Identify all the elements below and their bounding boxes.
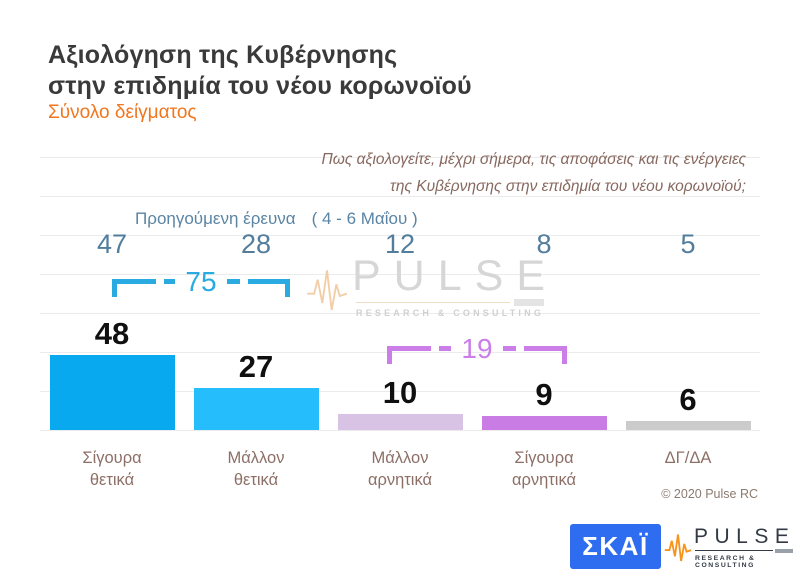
positive-sum-value: 75 (185, 266, 217, 297)
bar-column: 10 (328, 377, 472, 430)
copyright: © 2020 Pulse RC (661, 487, 758, 501)
previous-survey-label: Προηγούμενη έρευνα ( 4 - 6 Μαΐου ) (135, 209, 418, 229)
skai-logo-text: ΣΚΑΪ (582, 531, 649, 561)
bar-value-label: 9 (535, 376, 553, 412)
bar-column: 27 (184, 348, 328, 430)
bracket-dash (143, 279, 176, 284)
previous-value: 28 (240, 229, 272, 259)
pulse-waveform-icon (664, 534, 692, 562)
bar-value-label: 27 (238, 348, 274, 384)
pulse-waveform-icon (307, 270, 348, 311)
bar (193, 387, 319, 430)
category-label: Σίγουρα αρνητικά (511, 449, 577, 489)
pulse-watermark: PULSE RESEARCH & CONSULTING (306, 253, 558, 318)
bracket-corner-right (536, 346, 567, 364)
bar-column: 48 (40, 318, 184, 430)
title-line1: Αξιολόγηση της Κυβέρνησης (48, 41, 398, 69)
pulse-logo-rule (695, 548, 794, 553)
survey-question: Πως αξιολογείτε, μέχρι σήμερα, τις αποφά… (322, 146, 746, 200)
previous-value: 5 (680, 229, 696, 259)
bar-value-label: 48 (94, 316, 130, 351)
bar (625, 420, 751, 430)
previous-survey-values-row: 47 28 12 8 5 (40, 229, 760, 259)
title-line2: στην επιδημία του νέου κορωνοϊού (48, 72, 472, 100)
bar-column: 6 (616, 381, 760, 430)
watermark-brand: PULSE (352, 252, 559, 300)
survey-question-line2: της Κυβέρνησης στην επιδημία του νέου κο… (390, 178, 746, 195)
positive-sum-bracket: 75 (112, 268, 290, 297)
sample-subtitle: Σύνολο δείγματος (48, 102, 197, 123)
category-labels-row: Σίγουρα θετικά Μάλλον θετικά Μάλλον αρνη… (40, 447, 760, 491)
bracket-corner-left (112, 279, 143, 297)
bar-value-label: 10 (382, 375, 418, 411)
category-label: Μάλλον θετικά (227, 449, 285, 489)
pulse-logo-tagline: RESEARCH & CONSULTING (695, 554, 756, 569)
pulse-logo: PULSE RESEARCH & CONSULTING (664, 521, 794, 573)
bar (337, 414, 463, 430)
category-label: Σίγουρα θετικά (82, 449, 142, 489)
survey-question-line1: Πως αξιολογείτε, μέχρι σήμερα, τις αποφά… (321, 151, 746, 168)
negative-sum-bracket: 19 (387, 335, 567, 364)
previous-survey-dates: ( 4 - 6 Μαΐου ) (311, 209, 418, 228)
bracket-corner-right (259, 279, 290, 297)
bracket-corner-left (387, 346, 418, 364)
previous-value: 12 (384, 229, 416, 259)
category-label: Μάλλον αρνητικά (367, 449, 433, 489)
bar-column: 9 (472, 376, 616, 430)
previous-value: 47 (96, 229, 128, 259)
bracket-dash (502, 346, 536, 351)
bar-value-label: 6 (679, 381, 697, 417)
bracket-dash (226, 279, 259, 284)
bracket-dash (418, 346, 452, 351)
watermark-rule (356, 299, 545, 306)
page-title: Αξιολόγηση της Κυβέρνησης στην επιδημία … (48, 40, 472, 102)
bar (49, 355, 175, 430)
previous-value: 8 (536, 229, 552, 259)
watermark-tagline: RESEARCH & CONSULTING (356, 308, 545, 318)
negative-sum-value: 19 (461, 333, 493, 364)
pulse-logo-text: PULSE (694, 524, 796, 548)
bars-row: 48 27 10 9 6 (40, 318, 760, 430)
skai-logo: ΣΚΑΪ (570, 524, 661, 569)
chart-area: Πως αξιολογείτε, μέχρι σήμερα, τις αποφά… (40, 143, 760, 432)
category-label: ΔΓ/ΔΑ (664, 449, 712, 467)
bar (481, 415, 607, 430)
previous-survey-label-text: Προηγούμενη έρευνα (135, 209, 296, 228)
